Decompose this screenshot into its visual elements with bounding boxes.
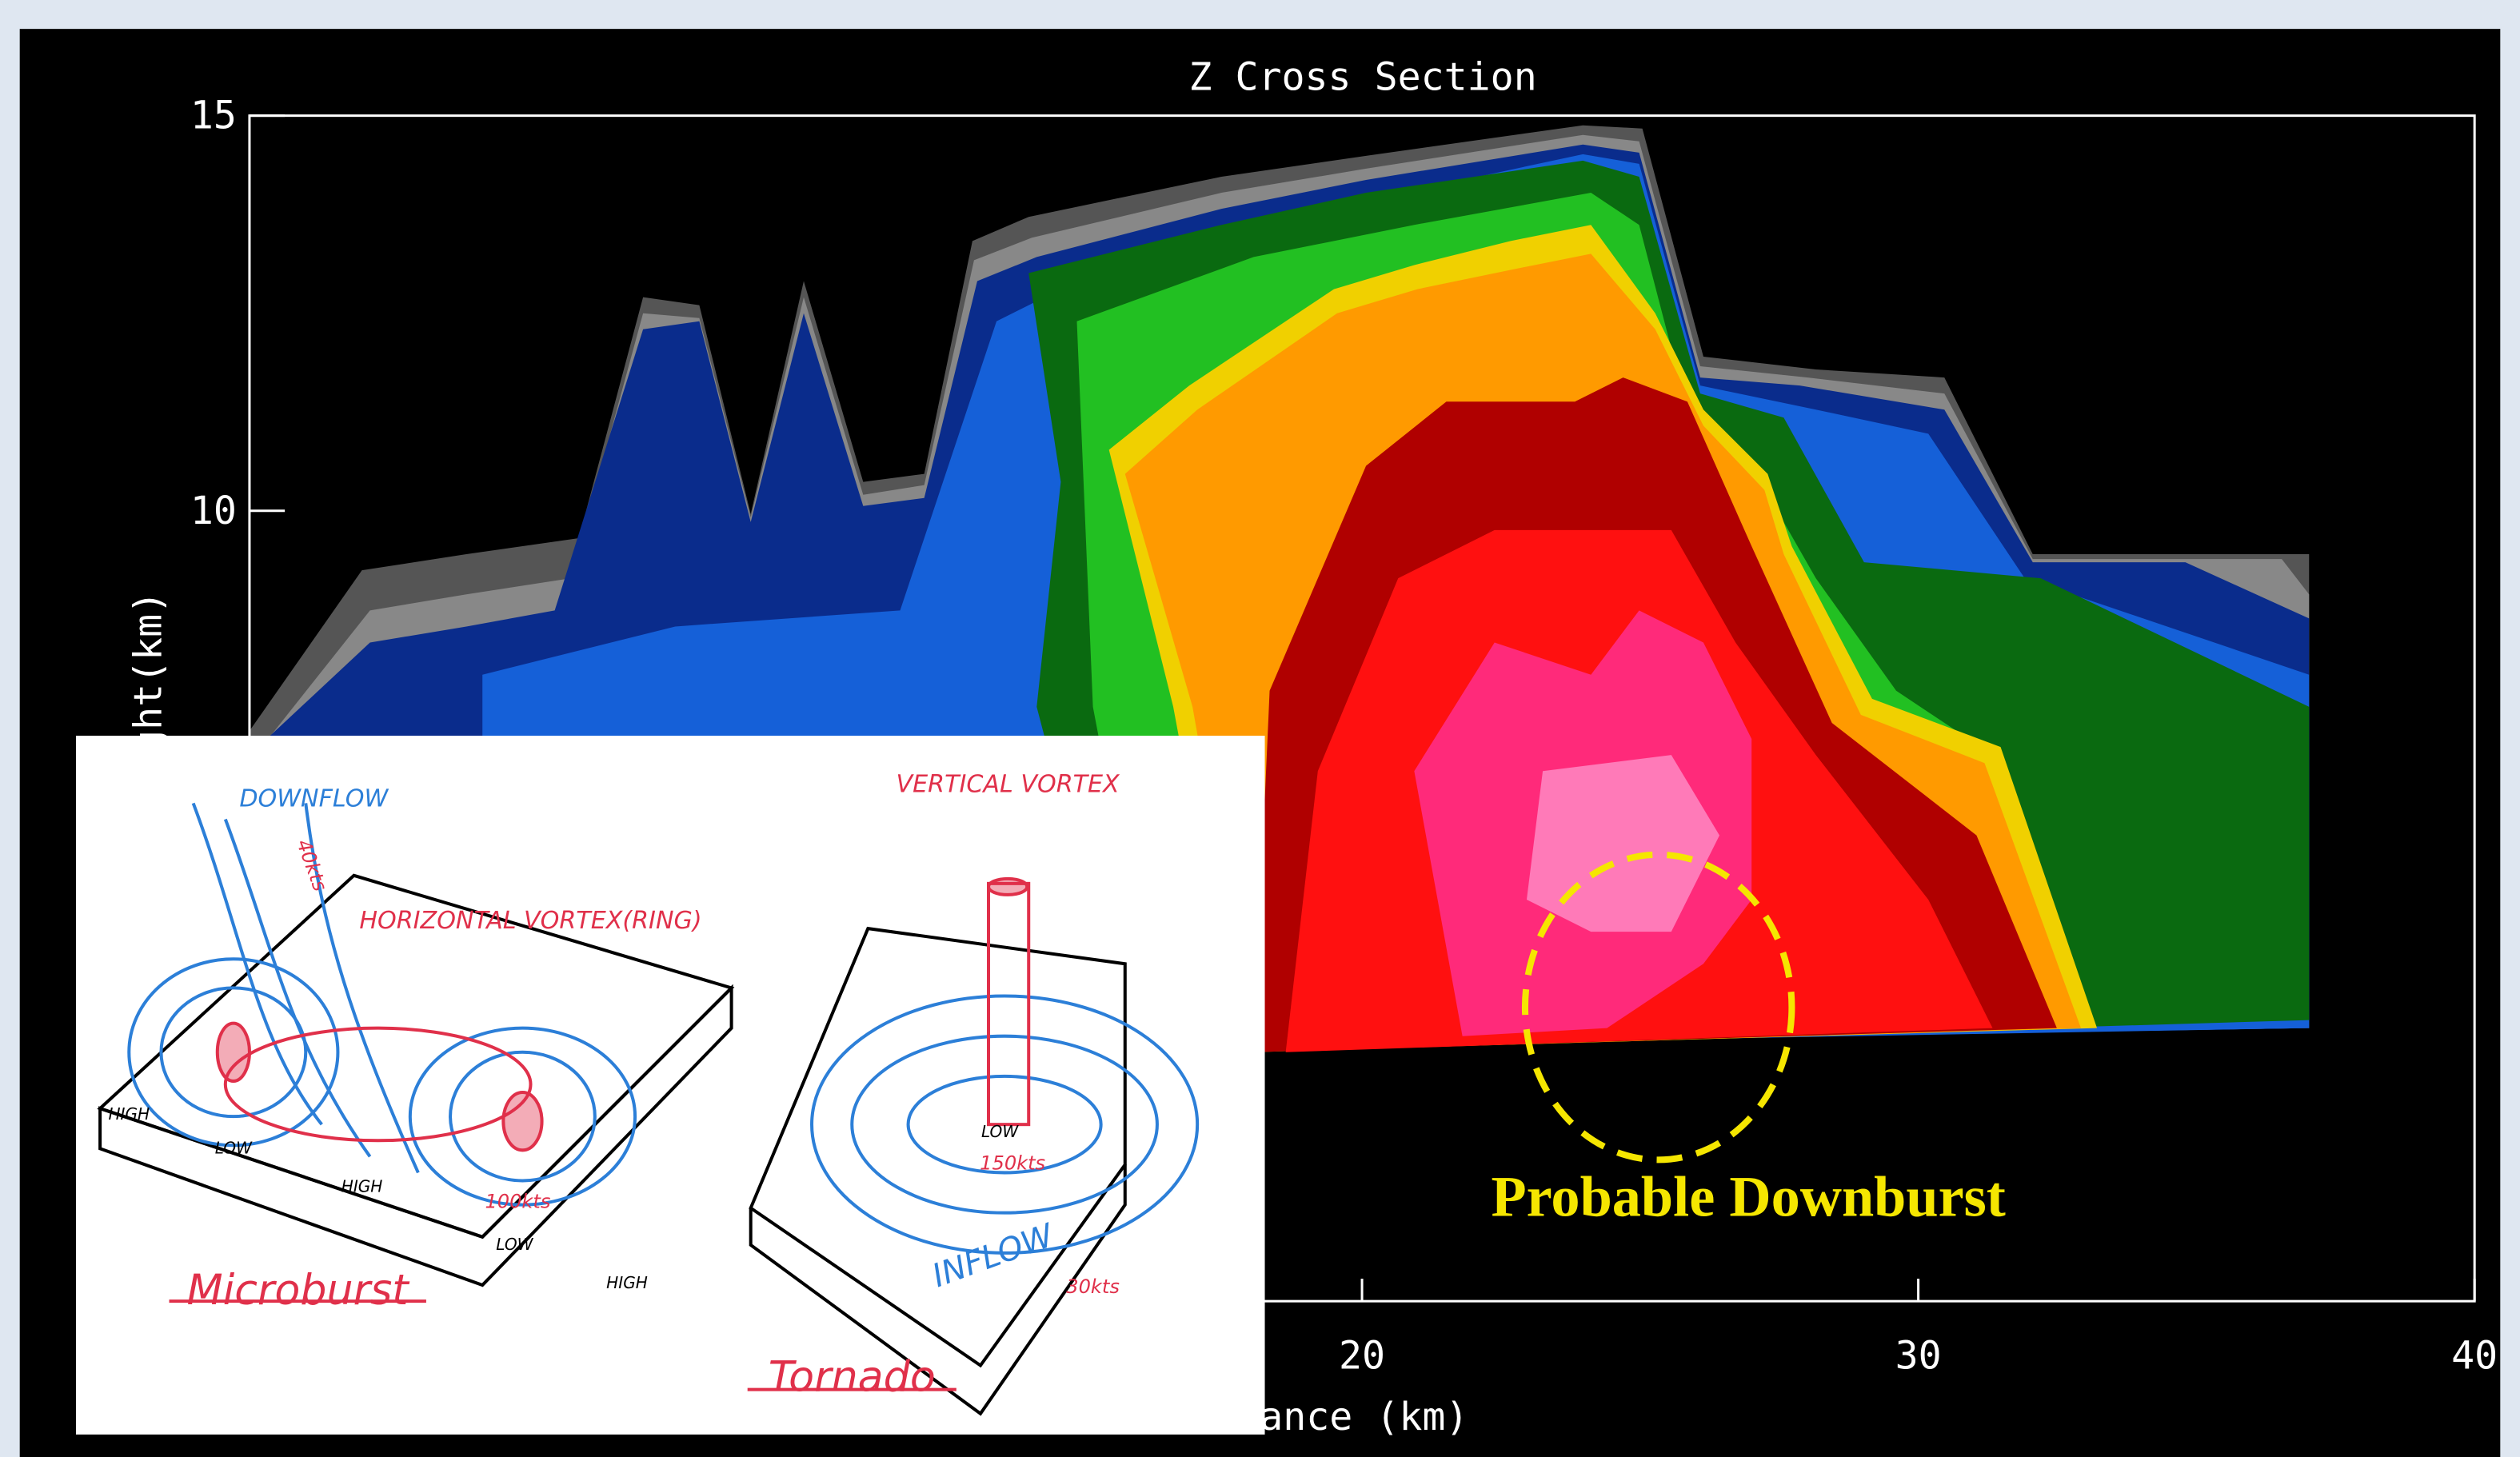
- chart-title: Z Cross Section: [1188, 54, 1536, 99]
- inset-diagram: DOWNFLOW VERTICAL VORTEX HORIZONTAL VORTEX…: [76, 736, 1265, 1435]
- inset-label: HIGH: [108, 1104, 150, 1124]
- inset-label: 30kts: [1066, 1275, 1120, 1298]
- slide: Z Cross Section Distance (km) Height(km)…: [0, 0, 2520, 1457]
- y-tick-label: 15: [190, 94, 237, 138]
- inset-label: LOW: [496, 1235, 533, 1254]
- x-tick-label: 20: [1339, 1334, 1385, 1379]
- inset-label: 150kts: [980, 1152, 1045, 1174]
- inset-label: 100kts: [485, 1191, 550, 1213]
- inset-label: DOWNFLOW: [239, 784, 389, 812]
- inset-label: LOW: [215, 1138, 253, 1157]
- inset-label: HORIZONTAL VORTEX(RING): [359, 907, 701, 935]
- tornado-label: Tornado: [769, 1354, 936, 1402]
- x-tick-label: 40: [2451, 1334, 2498, 1379]
- inset-label: HIGH: [606, 1273, 648, 1292]
- page: {"chart_data":{"type":"cross-section","t…: [0, 0, 2520, 1457]
- inset-label: LOW: [981, 1122, 1019, 1141]
- x-tick-label: 30: [1895, 1334, 1942, 1379]
- inset-background: [76, 736, 1265, 1435]
- inset-label: VERTICAL VORTEX: [897, 770, 1121, 798]
- microburst-label: Microburst: [187, 1267, 411, 1315]
- inset-label: HIGH: [341, 1177, 383, 1196]
- annotation: Probable Downburst: [1491, 1165, 2005, 1229]
- y-tick-label: 10: [190, 489, 237, 533]
